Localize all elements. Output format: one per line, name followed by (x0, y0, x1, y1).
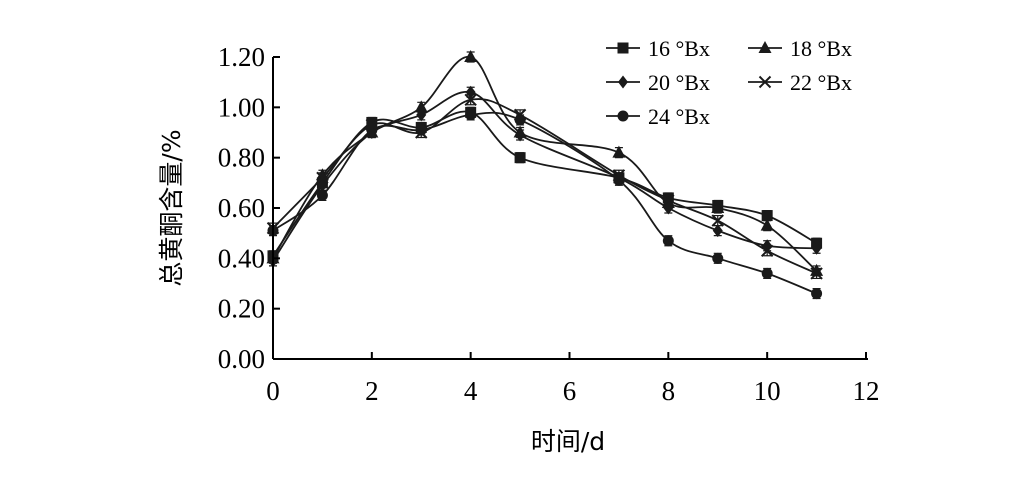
x-tick-label: 4 (464, 376, 478, 406)
data-point-circle (613, 174, 625, 186)
data-point-diamond (515, 128, 526, 142)
data-point-diamond (811, 241, 822, 255)
data-point-triangle (414, 100, 428, 113)
data-point-triangle (315, 168, 329, 181)
axis-ticks: 0 2 4 6 8 10 12 0.00 0.20 0.40 0.60 0.80 1.00 1.20 (218, 42, 880, 406)
data-point-square (514, 152, 526, 164)
y-tick-label: 0.20 (218, 294, 265, 324)
legend-marker-x (758, 75, 772, 89)
data-point-x (810, 267, 823, 280)
y-tick-label: 0.80 (218, 143, 265, 173)
data-point-diamond (663, 201, 674, 215)
x-tick-label: 0 (266, 376, 280, 406)
data-point-circle (662, 235, 674, 247)
data-point-circle (761, 267, 773, 279)
data-point-diamond (712, 224, 723, 238)
data-point-triangle (760, 218, 774, 231)
data-point-x (662, 194, 675, 207)
legend-marker-square (617, 42, 629, 54)
legend-marker-circle (617, 110, 629, 122)
y-tick-label: 0.00 (218, 344, 265, 374)
data-point-circle (514, 114, 526, 126)
data-point-circle (811, 288, 823, 300)
error-bars (269, 51, 821, 300)
data-point-x (464, 93, 477, 106)
data-point-triangle (464, 50, 478, 62)
x-tick-label: 6 (563, 376, 577, 406)
data-point-circle (415, 124, 427, 136)
series-line-1 (272, 56, 818, 272)
series-line-2 (272, 91, 817, 262)
series-line-3 (272, 98, 817, 275)
data-point-x (316, 171, 329, 185)
axes (272, 57, 868, 360)
y-tick-label: 0.40 (218, 243, 265, 273)
data-point-circle (366, 124, 378, 136)
data-point-square (366, 116, 378, 128)
data-point-circle (712, 252, 724, 264)
x-axis-title: 时间/d (531, 427, 605, 456)
data-point-triangle (612, 145, 626, 158)
data-point-circle (316, 189, 328, 201)
data-point-triangle (711, 201, 725, 213)
legend-label: 16 °Bx (648, 36, 710, 61)
data-point-circle (465, 109, 477, 121)
legend-label: 20 °Bx (648, 70, 710, 95)
data-point-square (761, 210, 773, 222)
legend-label: 18 °Bx (790, 36, 852, 61)
y-tick-label: 1.00 (218, 92, 265, 122)
series-lines (272, 56, 818, 295)
legend: 16 °Bx 18 °Bx 20 °Bx 22 °Bx 24 °Bx (606, 36, 852, 129)
x-tick-label: 12 (853, 376, 880, 406)
data-point-diamond (317, 178, 328, 192)
x-tick-label: 2 (365, 376, 379, 406)
y-axis-title: 总黄酮含量/% (157, 129, 186, 286)
data-point-diamond (465, 85, 476, 99)
data-point-diamond (416, 108, 427, 122)
data-point-triangle (810, 263, 824, 276)
data-point-x (760, 244, 774, 257)
x-tick-label: 8 (662, 376, 676, 406)
y-tick-label: 0.60 (218, 193, 265, 223)
x-tick-label: 10 (754, 376, 781, 406)
legend-marker-diamond (618, 75, 628, 89)
data-point-x (711, 214, 724, 227)
series-markers (266, 50, 824, 300)
legend-marker-triangle (758, 41, 772, 53)
legend-label: 22 °Bx (790, 70, 852, 95)
legend-label: 24 °Bx (648, 104, 710, 129)
y-tick-label: 1.20 (218, 42, 265, 72)
